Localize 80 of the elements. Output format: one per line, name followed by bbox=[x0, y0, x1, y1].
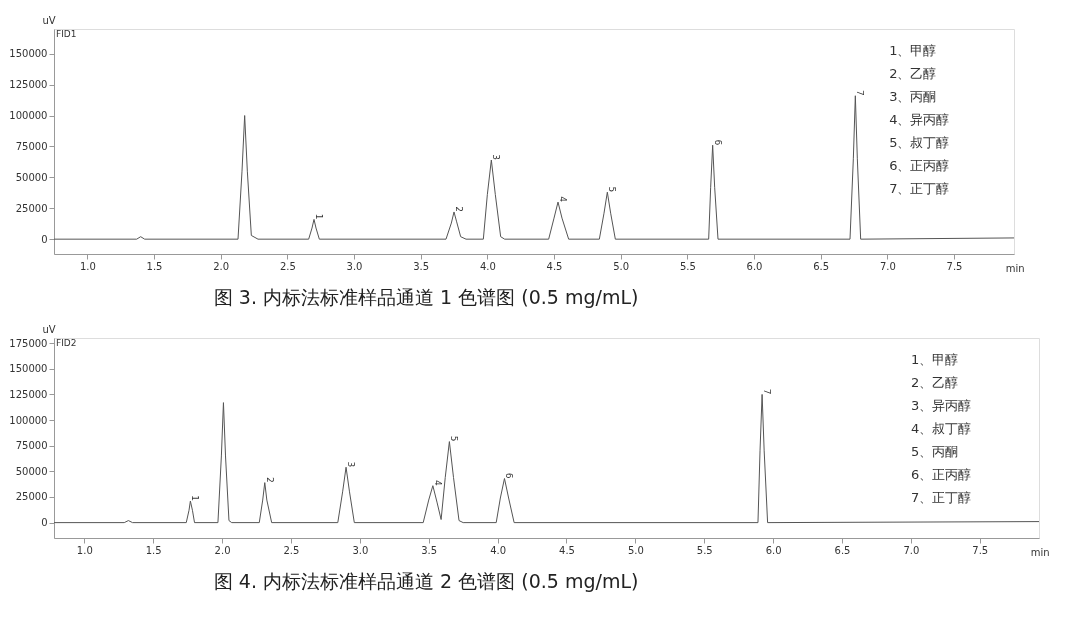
x-tick-label: 1.0 bbox=[76, 544, 93, 556]
x-tick-label: 3.0 bbox=[352, 544, 369, 556]
annotation: 3 bbox=[491, 154, 502, 161]
annotation: 4、叔丁醇 bbox=[910, 421, 972, 436]
y-axis-title: uV bbox=[42, 323, 56, 335]
annotation: 4 bbox=[558, 196, 568, 203]
y-tick-label: 75000 bbox=[15, 140, 48, 152]
x-tick-label: 2.5 bbox=[279, 260, 296, 272]
annotation: 2 bbox=[264, 476, 275, 483]
y-tick-label: 50000 bbox=[15, 171, 48, 183]
x-tick-label: 2.5 bbox=[283, 544, 300, 556]
y-tick-label: 125000 bbox=[9, 388, 48, 400]
y-tick-label: 150000 bbox=[9, 48, 48, 60]
annotation: 3、丙酮 bbox=[889, 89, 937, 104]
annotation: 1、甲醇 bbox=[910, 352, 959, 367]
x-tick-label: 6.5 bbox=[834, 544, 851, 556]
line-series bbox=[54, 393, 1039, 524]
annotation: 5 bbox=[607, 186, 618, 193]
annotation: 3 bbox=[346, 461, 357, 468]
x-tick-label: 3.0 bbox=[346, 260, 363, 272]
x-tick-label: 4.0 bbox=[490, 544, 507, 556]
x-tick-label: 5.0 bbox=[627, 544, 644, 556]
annotation: 7 bbox=[762, 388, 773, 395]
x-tick-label: 3.5 bbox=[421, 544, 438, 556]
y-tick-label: 125000 bbox=[9, 79, 48, 91]
annotation: 2、乙醇 bbox=[889, 66, 937, 81]
x-axis-title: min bbox=[1005, 262, 1025, 274]
x-tick-label: 2.0 bbox=[213, 260, 230, 272]
annotation: 6 bbox=[712, 139, 723, 146]
x-tick-label: 4.0 bbox=[479, 260, 496, 272]
annotation: 6 bbox=[504, 472, 515, 479]
y-tick-label: 50000 bbox=[15, 465, 48, 477]
annotation: FID2 bbox=[56, 338, 77, 348]
x-tick-label: 7.0 bbox=[903, 544, 920, 556]
x-tick-label: 7.5 bbox=[946, 260, 963, 272]
y-tick-label: 100000 bbox=[9, 110, 48, 122]
x-tick-label: 5.0 bbox=[613, 260, 630, 272]
y-tick-label: 175000 bbox=[9, 337, 48, 349]
annotation: 6、正丙醇 bbox=[889, 158, 950, 173]
annotation: 1 bbox=[314, 213, 324, 220]
annotation: 4、异丙醇 bbox=[889, 112, 950, 127]
x-tick-label: 1.5 bbox=[146, 260, 163, 272]
y-tick-label: 0 bbox=[41, 233, 48, 245]
annotation: 6、正丙醇 bbox=[910, 467, 972, 482]
x-tick-label: 4.5 bbox=[559, 544, 575, 556]
annotation: 1、甲醇 bbox=[889, 43, 937, 58]
annotation: 2、乙醇 bbox=[910, 375, 959, 390]
y-tick-label: 100000 bbox=[9, 414, 48, 426]
annotation: 1 bbox=[190, 495, 201, 502]
annotation: 7、正丁醇 bbox=[910, 490, 972, 505]
x-tick-label: 3.5 bbox=[413, 260, 430, 272]
annotation: 2 bbox=[454, 206, 464, 212]
x-tick-label: 7.5 bbox=[972, 544, 989, 556]
text: 图 4. 内标法标准样品通道 2 色谱图 (0.5 mg/mL) bbox=[213, 570, 639, 592]
y-tick-label: 150000 bbox=[9, 363, 48, 375]
annotation: 5、丙酮 bbox=[910, 444, 959, 459]
annotation: 3、异丙醇 bbox=[910, 398, 972, 413]
x-tick-label: 1.0 bbox=[79, 260, 96, 272]
x-tick-label: 6.5 bbox=[813, 260, 830, 272]
annotation: 5、叔丁醇 bbox=[889, 135, 950, 150]
y-tick-label: 75000 bbox=[15, 440, 48, 452]
x-tick-label: 6.0 bbox=[746, 260, 763, 272]
x-tick-label: 6.0 bbox=[765, 544, 782, 556]
x-tick-label: 5.5 bbox=[679, 260, 696, 272]
x-tick-label: 4.5 bbox=[546, 260, 563, 272]
annotation: FID1 bbox=[56, 29, 77, 39]
annotation: 7、正丁醇 bbox=[889, 181, 950, 196]
x-tick-label: 7.0 bbox=[879, 260, 896, 272]
annotation: 7 bbox=[855, 90, 866, 96]
y-tick-label: 25000 bbox=[15, 202, 48, 214]
x-tick-label: 2.0 bbox=[214, 544, 231, 556]
y-tick-label: 25000 bbox=[15, 491, 48, 503]
text: 图 3. 内标法标准样品通道 1 色谱图 (0.5 mg/mL) bbox=[213, 286, 639, 308]
annotation: 4 bbox=[432, 479, 443, 486]
y-tick-label: 0 bbox=[41, 517, 48, 529]
x-tick-label: 5.5 bbox=[696, 544, 713, 556]
x-axis-title: min bbox=[1030, 546, 1050, 558]
x-tick-label: 1.5 bbox=[145, 544, 162, 556]
y-axis-title: uV bbox=[42, 14, 56, 26]
annotation: 5 bbox=[449, 435, 460, 442]
